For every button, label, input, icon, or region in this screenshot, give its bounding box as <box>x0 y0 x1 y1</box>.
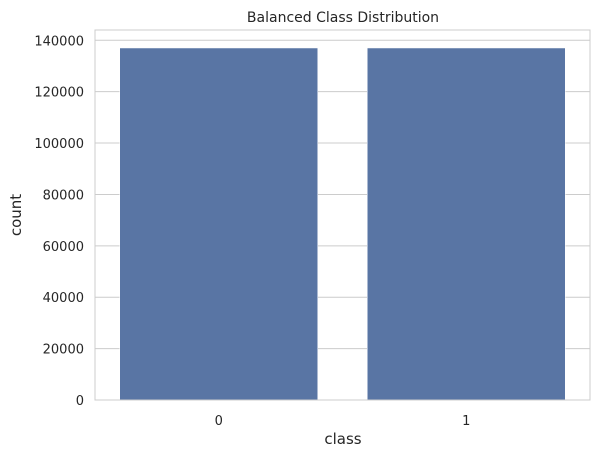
x-axis-label: class <box>324 430 361 448</box>
y-tick-label: 60000 <box>43 240 84 255</box>
y-axis-label: count <box>7 194 25 236</box>
bar-class-0 <box>119 47 318 401</box>
y-tick-label: 120000 <box>34 86 84 101</box>
y-tick-label: 0 <box>76 394 84 409</box>
y-tick-label: 40000 <box>43 291 84 306</box>
x-tick-label: 0 <box>215 414 223 429</box>
y-tick-label: 140000 <box>34 34 84 49</box>
y-tick-label: 100000 <box>34 137 84 152</box>
plot-frame <box>94 29 591 401</box>
bar-class-1 <box>367 47 566 401</box>
y-tick-label: 20000 <box>43 343 84 358</box>
y-ticks: 0 20000 40000 60000 80000 100000 120000 140000 <box>34 34 84 409</box>
bars-layer <box>119 47 566 401</box>
chart-title: Balanced Class Distribution <box>247 10 439 26</box>
x-tick-label: 1 <box>462 414 470 429</box>
y-tick-label: 80000 <box>43 188 84 203</box>
